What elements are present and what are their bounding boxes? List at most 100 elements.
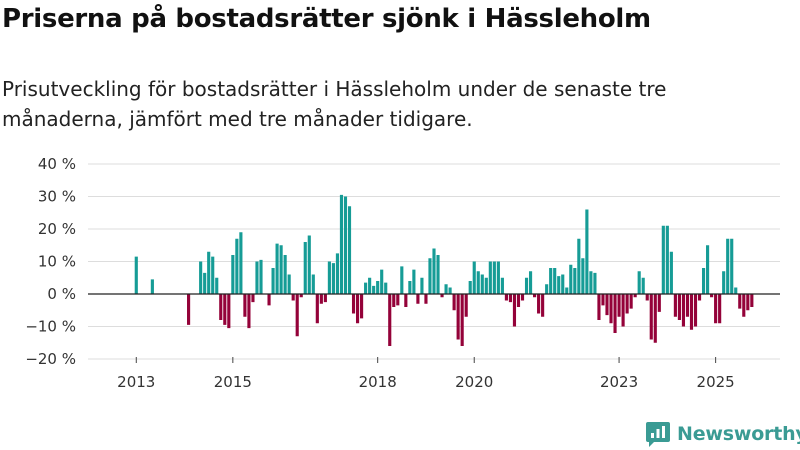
bar-positive — [661, 225, 665, 294]
bar-positive — [641, 277, 645, 294]
bar-negative — [291, 294, 295, 301]
bar-negative — [681, 294, 686, 327]
bar-positive — [577, 238, 581, 294]
x-axis: 2013 2015 2018 2020 2023 2025 — [117, 357, 735, 391]
bar-negative — [697, 294, 702, 301]
y-tick-label: −20 % — [25, 350, 76, 368]
bar-positive — [412, 269, 416, 294]
bar-negative — [742, 294, 746, 317]
bar-negative — [609, 294, 613, 324]
bar-positive — [376, 281, 380, 294]
bar-negative — [617, 294, 621, 317]
bar-positive — [279, 245, 283, 294]
x-tick-label: 2013 — [117, 373, 155, 391]
bar-positive — [444, 284, 448, 294]
bar-negative — [440, 294, 444, 298]
bar-positive — [701, 268, 706, 294]
bar-positive — [557, 276, 561, 294]
bar-positive — [287, 274, 291, 294]
bar-positive — [436, 255, 440, 294]
bar-positive — [528, 271, 533, 294]
bar-negative — [243, 294, 247, 317]
bar-positive — [335, 253, 340, 294]
bar-positive — [468, 281, 472, 294]
bar-negative — [360, 294, 364, 319]
bar-positive — [500, 277, 504, 294]
bar-negative — [452, 294, 456, 311]
bar-positive — [207, 251, 211, 294]
bar-negative — [613, 294, 617, 333]
bar-positive — [573, 268, 577, 294]
bar-negative — [323, 294, 327, 303]
bar-negative — [351, 294, 356, 314]
bar-positive — [271, 268, 275, 294]
bar-negative — [404, 294, 408, 307]
bar-negative — [247, 294, 251, 329]
y-tick-label: 30 % — [38, 188, 76, 206]
x-tick-label: 2023 — [600, 373, 638, 391]
bar-negative — [685, 294, 690, 317]
bar-positive — [484, 277, 488, 294]
bar-positive — [569, 264, 573, 294]
bar-positive — [589, 271, 593, 294]
bar-negative — [460, 294, 464, 346]
bar-negative — [645, 294, 649, 301]
bar-positive — [408, 281, 412, 294]
bar-negative — [537, 294, 541, 314]
bar-negative — [718, 294, 722, 324]
bar-positive — [420, 277, 424, 294]
bar-positive — [722, 271, 726, 294]
bar-negative — [299, 294, 303, 298]
bar-positive — [480, 274, 484, 294]
bar-negative — [677, 294, 681, 320]
bar-negative — [625, 294, 629, 314]
bar-positive — [593, 272, 597, 294]
bar-negative — [710, 294, 714, 298]
bar-positive — [259, 259, 263, 294]
bar-positive — [726, 238, 730, 294]
bar-negative — [388, 294, 392, 346]
bar-positive — [255, 261, 259, 294]
bar-negative — [319, 294, 323, 304]
bar-negative — [512, 294, 517, 327]
bar-negative — [223, 294, 227, 325]
bar-positive — [343, 196, 348, 294]
bar-positive — [372, 285, 376, 294]
bar-negative — [657, 294, 661, 312]
bar-positive — [303, 242, 307, 294]
bar-negative — [516, 294, 521, 307]
bars — [134, 194, 754, 346]
bar-negative — [416, 294, 420, 304]
bar-negative — [693, 294, 698, 327]
bar-negative — [649, 294, 653, 340]
y-tick-label: 0 % — [47, 285, 76, 303]
bar-negative — [605, 294, 609, 316]
bar-positive — [215, 277, 219, 294]
x-tick-label: 2020 — [455, 373, 493, 391]
bar-positive — [448, 287, 452, 294]
x-tick-label: 2018 — [359, 373, 397, 391]
bar-negative — [396, 294, 400, 306]
y-tick-label: 20 % — [38, 220, 76, 238]
bar-negative — [746, 294, 750, 311]
bar-negative — [295, 294, 299, 337]
bar-positive — [231, 255, 235, 294]
bar-negative — [653, 294, 657, 343]
bar-positive — [283, 255, 287, 294]
x-tick-label: 2015 — [214, 373, 252, 391]
bar-positive — [134, 256, 138, 294]
bar-negative — [508, 294, 513, 303]
bar-negative — [738, 294, 742, 309]
bar-negative — [597, 294, 601, 320]
bar-negative — [541, 294, 545, 317]
bar-negative — [251, 294, 255, 303]
bar-positive — [476, 271, 480, 294]
bar-positive — [492, 261, 496, 294]
bar-positive — [561, 274, 565, 294]
bar-negative — [227, 294, 231, 329]
bar-positive — [307, 235, 311, 294]
bar-positive — [549, 268, 553, 294]
bar-negative — [267, 294, 271, 306]
newsworthy-logo-icon — [646, 422, 670, 447]
